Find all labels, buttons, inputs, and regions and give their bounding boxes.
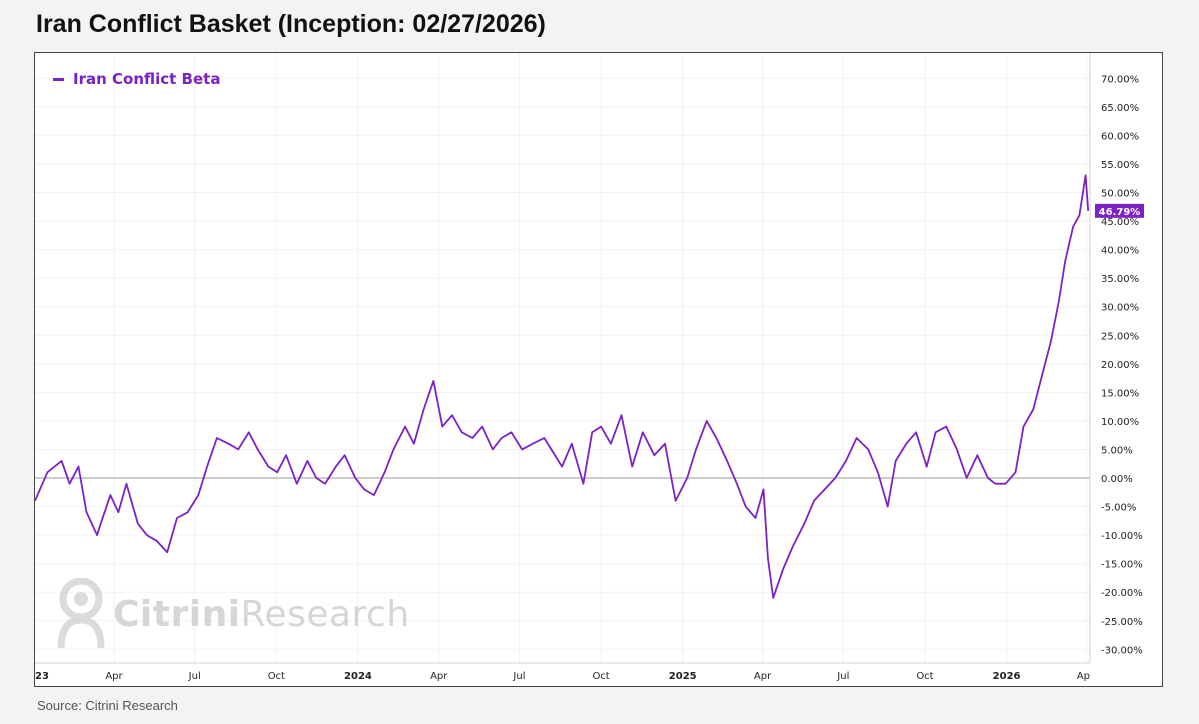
y-tick-label: -5.00% xyxy=(1101,503,1136,514)
y-tick-label: 15.00% xyxy=(1101,388,1139,399)
watermark: CitriniResearch xyxy=(55,578,410,650)
y-tick-label: 20.00% xyxy=(1101,360,1139,371)
x-tick-label: Jul xyxy=(512,671,525,682)
watermark-bold: Citrini xyxy=(113,593,241,635)
y-tick-label: 45.00% xyxy=(1101,217,1139,228)
chart-frame: 70.00% 65.00% 60.00% 55.00% 50.00% 45.00% 40.0… xyxy=(34,52,1163,687)
y-tick-label: 60.00% xyxy=(1101,131,1139,142)
y-tick-label: 65.00% xyxy=(1101,103,1139,114)
x-tick-label: 2024 xyxy=(344,671,372,682)
series-line xyxy=(35,174,1090,599)
x-tick-label: Apr xyxy=(754,671,772,682)
source-note: Source: Citrini Research xyxy=(37,698,178,713)
y-tick-label: 0.00% xyxy=(1101,474,1133,485)
y-tick-label: 5.00% xyxy=(1101,445,1133,456)
y-tick-label: 25.00% xyxy=(1101,331,1139,342)
x-tick-label: 2025 xyxy=(669,671,697,682)
y-tick-label: 70.00% xyxy=(1101,74,1139,85)
y-tick-label: -15.00% xyxy=(1101,560,1143,571)
y-tick-label: 35.00% xyxy=(1101,274,1139,285)
y-tick-label: -10.00% xyxy=(1101,531,1143,542)
y-tick-label: 30.00% xyxy=(1101,303,1139,314)
citrini-logo-icon xyxy=(57,578,105,649)
x-tick-label: Apr xyxy=(105,671,123,682)
chart-legend: Iran Conflict Beta xyxy=(53,70,220,88)
x-tick-label: Ap xyxy=(1077,671,1090,682)
watermark-text: CitriniResearch xyxy=(113,594,410,635)
x-tick-label: Jul xyxy=(188,671,201,682)
x-tick-label: 23 xyxy=(35,671,49,682)
legend-label: Iran Conflict Beta xyxy=(73,70,221,88)
y-tick-label: -20.00% xyxy=(1101,588,1143,599)
y-tick-label: 55.00% xyxy=(1101,160,1139,171)
x-tick-label: 2026 xyxy=(993,671,1021,682)
y-tick-label: 10.00% xyxy=(1101,417,1139,428)
x-tick-label: Oct xyxy=(916,671,933,682)
last-value-label: 46.79% xyxy=(1099,207,1141,218)
x-tick-label: Apr xyxy=(430,671,448,682)
line-chart: 70.00% 65.00% 60.00% 55.00% 50.00% 45.00% 40.0… xyxy=(35,53,1144,682)
x-tick-label: Jul xyxy=(836,671,849,682)
x-tick-label: Oct xyxy=(268,671,285,682)
x-tick-label: Oct xyxy=(592,671,609,682)
last-value-badge xyxy=(1095,203,1144,218)
y-tick-label: -30.00% xyxy=(1101,645,1143,656)
page-title: Iran Conflict Basket (Inception: 02/27/2… xyxy=(36,10,546,38)
y-tick-label: -25.00% xyxy=(1101,617,1143,628)
watermark-light: Research xyxy=(240,593,410,635)
y-tick-label: 40.00% xyxy=(1101,246,1139,257)
y-tick-label: 50.00% xyxy=(1101,189,1139,200)
legend-swatch xyxy=(53,77,64,81)
